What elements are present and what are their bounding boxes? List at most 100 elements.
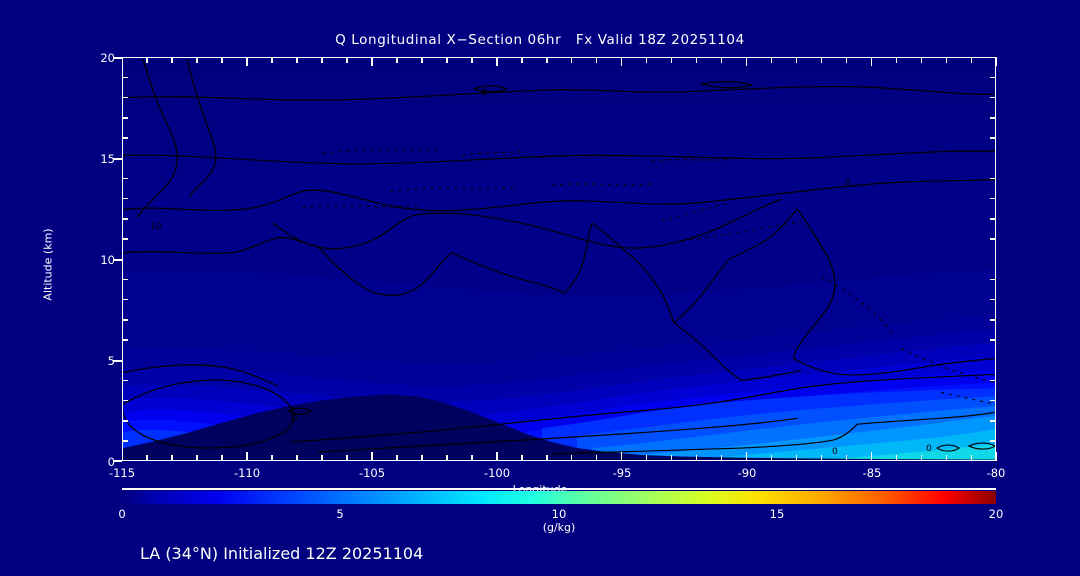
x-tick-major xyxy=(745,57,748,66)
y-tick-minor xyxy=(990,96,996,99)
colorbar-tick-label: 5 xyxy=(336,507,344,521)
colorbar-tick-label: 20 xyxy=(988,507,1004,521)
x-tick-minor xyxy=(346,57,348,63)
contour-label: 0 xyxy=(832,447,838,457)
x-tick-minor xyxy=(795,57,798,63)
x-tick-major xyxy=(620,57,623,66)
y-tick-major xyxy=(113,57,122,59)
x-tick-major xyxy=(870,452,873,461)
cross-section-plot xyxy=(122,57,996,461)
x-tick-minor xyxy=(521,455,523,461)
y-tick-label: 10 xyxy=(100,253,115,267)
x-tick-major xyxy=(121,452,123,461)
colorbar-gradient xyxy=(122,491,996,504)
x-tick-major xyxy=(995,57,997,66)
y-tick-minor xyxy=(122,298,128,301)
x-tick-minor xyxy=(670,57,673,63)
y-tick-minor xyxy=(122,440,128,442)
x-tick-major xyxy=(121,57,123,66)
x-tick-minor xyxy=(346,455,348,461)
y-tick-major xyxy=(113,360,122,362)
x-tick-major xyxy=(496,452,498,461)
contour-label: 0 xyxy=(845,178,851,188)
page-title: Q Longitudinal X−Section 06hr Fx Valid 1… xyxy=(335,32,745,48)
y-tick-label: 0 xyxy=(107,455,115,469)
contour-label: 0 xyxy=(292,414,298,424)
x-tick-minor xyxy=(645,455,648,461)
x-tick-minor xyxy=(471,455,473,461)
colorbar-tick-label: 10 xyxy=(551,507,567,521)
x-tick-major xyxy=(870,57,873,66)
x-tick-minor xyxy=(546,455,548,461)
y-tick-minor xyxy=(990,238,996,240)
x-tick-minor xyxy=(645,57,648,63)
x-tick-minor xyxy=(396,57,398,63)
y-tick-minor xyxy=(122,76,128,79)
x-tick-minor xyxy=(421,57,423,63)
x-tick-label: -100 xyxy=(483,466,511,480)
colorbar-tick-label: 15 xyxy=(769,507,785,521)
y-tick-minor xyxy=(990,399,996,402)
contour-lines-dashed xyxy=(302,148,995,405)
y-tick-major xyxy=(113,259,122,261)
x-tick-minor xyxy=(920,57,923,63)
y-tick-label: 20 xyxy=(100,51,115,65)
x-tick-minor xyxy=(146,455,148,461)
x-tick-minor xyxy=(945,455,948,461)
y-axis-title: Altitude (km) xyxy=(41,228,55,301)
x-tick-minor xyxy=(171,57,173,63)
y-tick-minor xyxy=(990,177,996,180)
y-tick-label: 5 xyxy=(107,354,115,368)
x-tick-minor xyxy=(171,455,173,461)
x-tick-major xyxy=(371,452,373,461)
y-tick-minor xyxy=(122,379,128,382)
y-tick-minor xyxy=(122,137,128,139)
y-tick-minor xyxy=(122,278,128,281)
x-tick-minor xyxy=(595,455,598,461)
y-tick-minor xyxy=(122,117,128,119)
x-tick-minor xyxy=(321,57,323,63)
x-tick-label: -90 xyxy=(737,466,757,480)
x-tick-minor xyxy=(970,455,973,461)
x-tick-minor xyxy=(296,455,298,461)
x-tick-minor xyxy=(695,57,698,63)
x-tick-major xyxy=(246,57,248,66)
x-tick-minor xyxy=(296,57,298,63)
x-tick-minor xyxy=(895,455,898,461)
y-tick-minor xyxy=(122,339,128,341)
x-tick-major xyxy=(745,452,748,461)
x-tick-minor xyxy=(196,455,198,461)
x-tick-minor xyxy=(471,57,473,63)
x-tick-minor xyxy=(221,57,223,63)
y-tick-minor xyxy=(990,197,996,200)
y-tick-minor xyxy=(122,238,128,240)
y-tick-major xyxy=(113,460,122,462)
cross-section-field xyxy=(123,58,995,460)
y-tick-minor xyxy=(990,319,996,321)
y-tick-minor xyxy=(122,420,128,422)
x-tick-major xyxy=(995,452,997,461)
y-tick-minor xyxy=(990,137,996,139)
y-tick-minor xyxy=(122,319,128,321)
x-tick-minor xyxy=(920,455,923,461)
x-tick-label: -115 xyxy=(108,466,136,480)
y-tick-minor xyxy=(990,379,996,382)
y-tick-minor xyxy=(990,298,996,301)
colorbar-unit-label: (g/kg) xyxy=(542,521,576,534)
x-tick-minor xyxy=(845,455,848,461)
footer-caption: LA (34°N) Initialized 12Z 20251104 xyxy=(140,544,424,563)
x-tick-minor xyxy=(770,455,773,461)
y-tick-minor xyxy=(990,339,996,341)
x-tick-minor xyxy=(570,455,573,461)
x-tick-minor xyxy=(446,57,448,63)
colorbar-tick-label: 0 xyxy=(118,507,126,521)
x-tick-label: -95 xyxy=(612,466,632,480)
y-tick-minor xyxy=(122,197,128,200)
x-tick-minor xyxy=(521,57,523,63)
y-tick-minor xyxy=(990,440,996,442)
x-tick-label: -110 xyxy=(233,466,261,480)
contour-lines xyxy=(123,58,995,455)
y-tick-major xyxy=(113,158,122,160)
y-tick-label: 15 xyxy=(100,152,115,166)
x-tick-minor xyxy=(720,455,723,461)
